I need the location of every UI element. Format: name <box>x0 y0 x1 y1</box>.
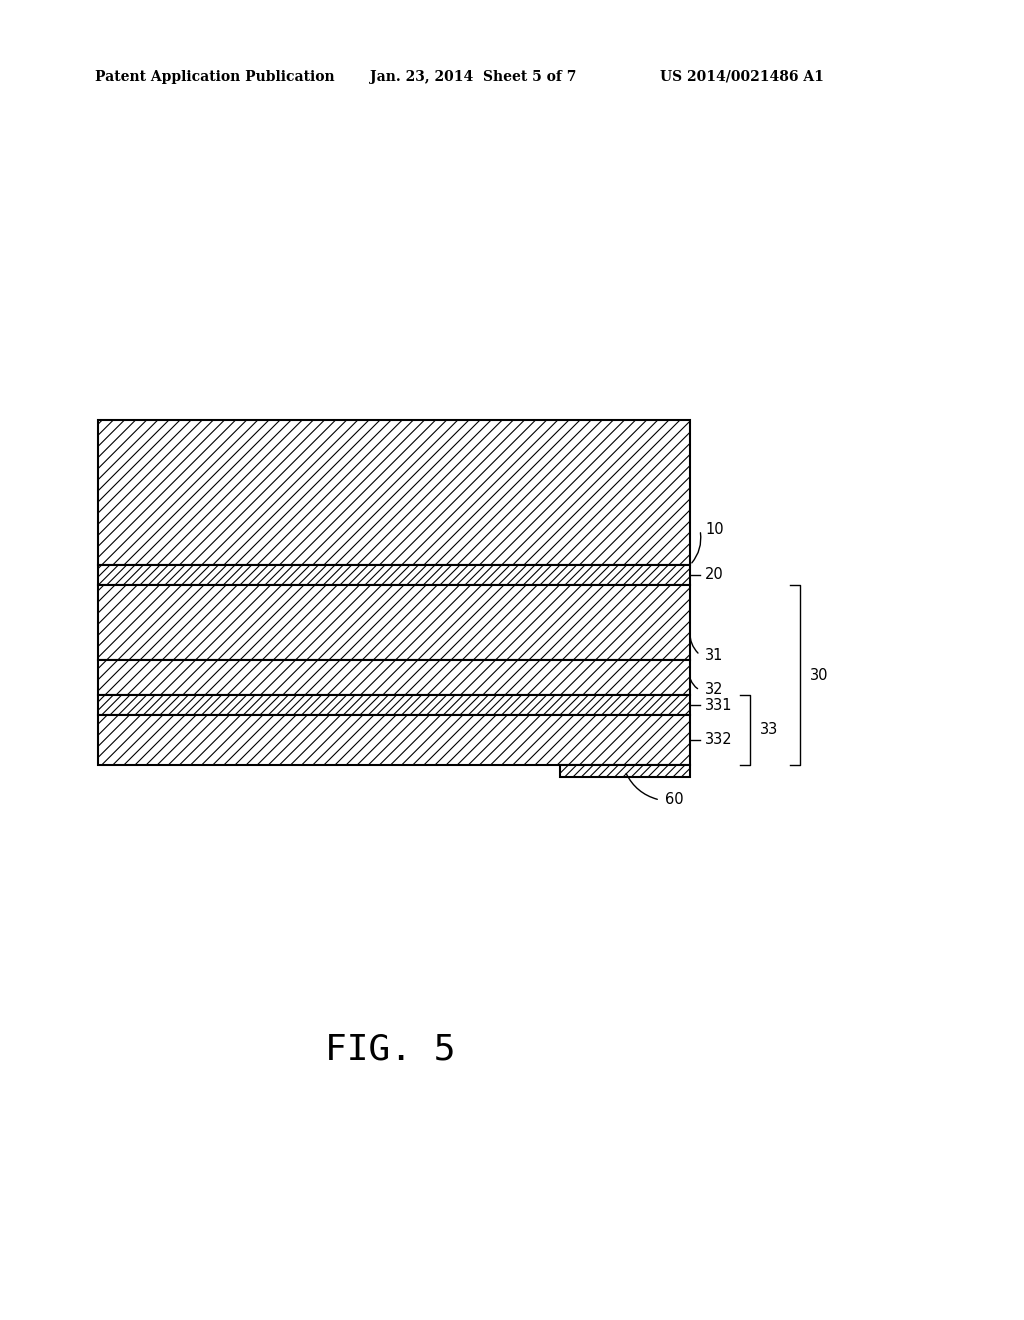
Text: 332: 332 <box>706 733 733 747</box>
Text: 31: 31 <box>706 648 724 663</box>
Text: 32: 32 <box>706 682 724 697</box>
Text: 10: 10 <box>706 523 724 537</box>
Bar <box>98 696 690 715</box>
Text: 20: 20 <box>706 568 724 582</box>
Text: Jan. 23, 2014  Sheet 5 of 7: Jan. 23, 2014 Sheet 5 of 7 <box>370 70 577 84</box>
Text: Patent Application Publication: Patent Application Publication <box>95 70 335 84</box>
Bar <box>98 660 690 696</box>
Bar <box>98 420 690 565</box>
Bar <box>98 715 690 766</box>
Bar <box>98 565 690 585</box>
Text: US 2014/0021486 A1: US 2014/0021486 A1 <box>660 70 824 84</box>
Text: 331: 331 <box>706 697 732 713</box>
Bar <box>560 766 690 777</box>
Bar <box>98 585 690 660</box>
Text: FIG. 5: FIG. 5 <box>325 1034 456 1067</box>
Text: 33: 33 <box>760 722 778 738</box>
Text: 60: 60 <box>666 792 684 808</box>
Text: 30: 30 <box>810 668 828 682</box>
